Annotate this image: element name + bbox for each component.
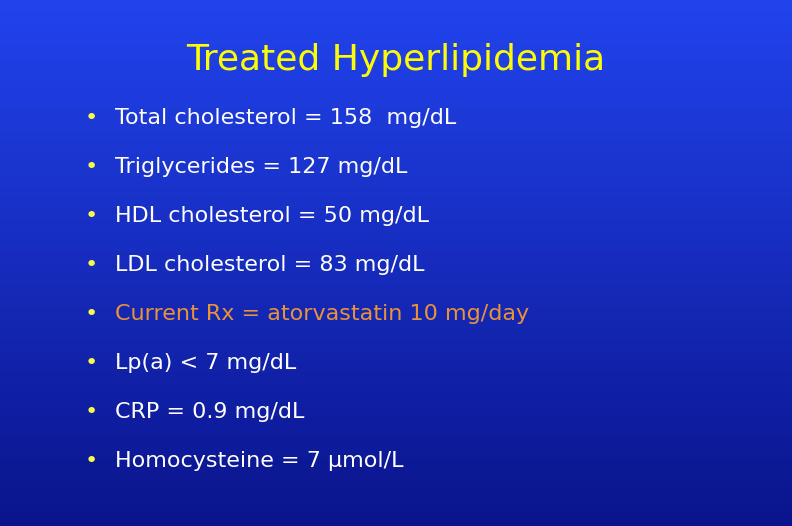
Text: •: • [85, 304, 97, 324]
Text: LDL cholesterol = 83 mg/dL: LDL cholesterol = 83 mg/dL [115, 255, 425, 275]
Text: •: • [85, 206, 97, 226]
Text: •: • [85, 157, 97, 177]
Text: Current Rx = atorvastatin 10 mg/day: Current Rx = atorvastatin 10 mg/day [115, 304, 529, 324]
Text: Triglycerides = 127 mg/dL: Triglycerides = 127 mg/dL [115, 157, 407, 177]
Text: Treated Hyperlipidemia: Treated Hyperlipidemia [186, 44, 606, 77]
Text: HDL cholesterol = 50 mg/dL: HDL cholesterol = 50 mg/dL [115, 206, 428, 226]
Text: •: • [85, 108, 97, 128]
Text: •: • [85, 402, 97, 422]
Text: •: • [85, 255, 97, 275]
Text: Total cholesterol = 158  mg/dL: Total cholesterol = 158 mg/dL [115, 108, 456, 128]
Text: •: • [85, 353, 97, 373]
Text: •: • [85, 451, 97, 471]
Text: Homocysteine = 7 μmol/L: Homocysteine = 7 μmol/L [115, 451, 403, 471]
Text: CRP = 0.9 mg/dL: CRP = 0.9 mg/dL [115, 402, 304, 422]
Text: Lp(a) < 7 mg/dL: Lp(a) < 7 mg/dL [115, 353, 296, 373]
